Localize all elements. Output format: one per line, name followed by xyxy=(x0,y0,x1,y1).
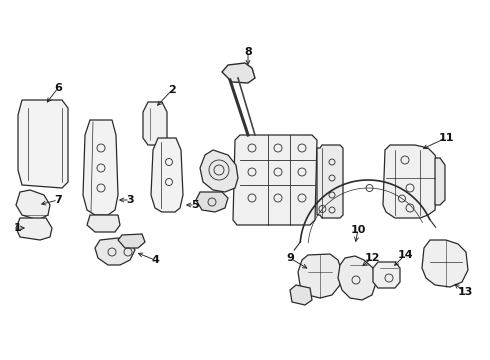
Polygon shape xyxy=(373,262,400,288)
Text: 1: 1 xyxy=(14,223,22,233)
Text: 2: 2 xyxy=(168,85,176,95)
Text: 7: 7 xyxy=(54,195,62,205)
Text: 8: 8 xyxy=(244,47,252,57)
Polygon shape xyxy=(200,150,238,192)
Polygon shape xyxy=(87,215,120,232)
Text: 3: 3 xyxy=(126,195,134,205)
Text: 11: 11 xyxy=(438,133,454,143)
Text: 13: 13 xyxy=(457,287,473,297)
Text: 9: 9 xyxy=(286,253,294,263)
Polygon shape xyxy=(83,120,118,215)
Polygon shape xyxy=(383,145,438,218)
Polygon shape xyxy=(151,138,183,212)
Polygon shape xyxy=(196,192,228,212)
Polygon shape xyxy=(317,145,343,218)
Polygon shape xyxy=(143,102,167,145)
Polygon shape xyxy=(18,100,68,188)
Text: 10: 10 xyxy=(350,225,366,235)
Polygon shape xyxy=(298,254,342,298)
Text: 6: 6 xyxy=(54,83,62,93)
Polygon shape xyxy=(95,238,135,265)
Text: 4: 4 xyxy=(151,255,159,265)
Polygon shape xyxy=(338,256,376,300)
Text: 12: 12 xyxy=(364,253,380,263)
Polygon shape xyxy=(16,218,52,240)
Polygon shape xyxy=(233,135,317,225)
Text: 5: 5 xyxy=(191,200,199,210)
Polygon shape xyxy=(222,63,255,83)
Polygon shape xyxy=(118,234,145,248)
Polygon shape xyxy=(16,190,50,220)
Polygon shape xyxy=(290,285,312,305)
Polygon shape xyxy=(422,240,468,287)
Text: 14: 14 xyxy=(397,250,413,260)
Polygon shape xyxy=(435,158,445,205)
